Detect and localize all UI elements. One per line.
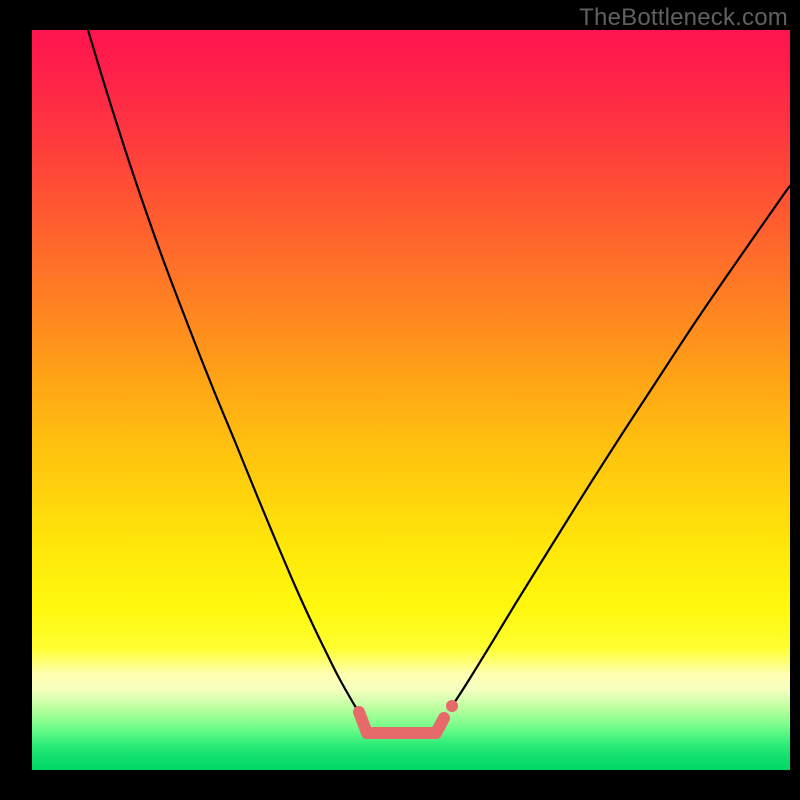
right-curve (452, 186, 790, 706)
trough-detached-dot (446, 700, 458, 712)
watermark-text: TheBottleneck.com (579, 4, 788, 32)
plot-area (32, 30, 790, 770)
trough-right-riser (436, 718, 444, 733)
left-curve (88, 30, 359, 712)
bottleneck-chart (32, 30, 790, 770)
